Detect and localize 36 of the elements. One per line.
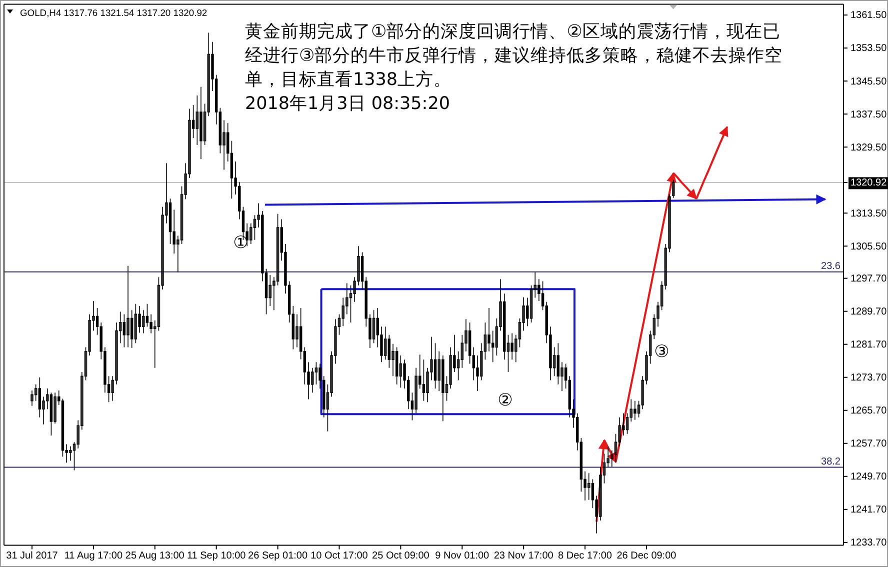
y-tick-label: 1305.50: [850, 241, 888, 252]
x-tick-label: 25 Oct 09:00: [372, 550, 430, 562]
y-tick-label: 1289.70: [850, 306, 888, 318]
y-tick-label: 1233.70: [850, 538, 888, 549]
annotation: 38.2: [821, 456, 841, 468]
x-tick-label: 10 Oct 17:00: [310, 550, 368, 562]
x-tick-label: 25 Aug 13:00: [125, 550, 185, 562]
x-tick-label: 31 Jul 2017: [6, 550, 58, 562]
y-tick-label: 1257.70: [850, 438, 888, 450]
annotation: ③: [654, 342, 670, 362]
chart-title: GOLD,H4 1317.76 1321.54 1317.20 1320.92: [20, 7, 208, 18]
y-tick-label: 1361.50: [850, 10, 888, 22]
y-tick-label: 1265.70: [850, 406, 888, 417]
x-tick-label: 23 Nov 17:00: [494, 550, 554, 562]
y-tick-label: 1241.70: [850, 504, 888, 516]
y-tick-label: 1273.70: [850, 372, 888, 384]
y-tick-label: 1249.70: [850, 472, 888, 483]
y-tick-label: 1320.92: [850, 178, 888, 189]
x-tick-label: 26 Dec 09:00: [616, 550, 677, 562]
x-tick-label: 26 Sep 01:00: [248, 550, 308, 562]
x-tick-label: 9 Nov 01:00: [435, 550, 490, 562]
annotation: ②: [498, 390, 513, 410]
annotation: 2018年1月3日 08:35:20: [245, 94, 450, 114]
y-tick-label: 1329.50: [850, 142, 888, 154]
annotation: 黄金前期完成了①部分的深度回调行情、②区域的震荡行情，现在已经进行③部分的牛市反弹行情，建议维持低多策略，稳健不去操作空单，目标直看1338上方。: [245, 21, 783, 90]
y-tick-label: 1313.50: [850, 208, 888, 220]
x-tick-label: 11 Sep 10:00: [186, 550, 246, 562]
y-tick-label: 1353.50: [850, 43, 888, 54]
y-tick-label: 1345.50: [850, 76, 888, 88]
y-tick-label: 1297.70: [850, 274, 888, 285]
x-tick-label: 8 Dec 17:00: [558, 550, 612, 562]
annotation: 23.6: [821, 260, 841, 272]
y-tick-label: 1281.70: [850, 340, 888, 351]
x-tick-label: 11 Aug 17:00: [64, 550, 123, 562]
annotation: ①: [233, 233, 248, 253]
y-tick-label: 1337.50: [850, 109, 888, 120]
